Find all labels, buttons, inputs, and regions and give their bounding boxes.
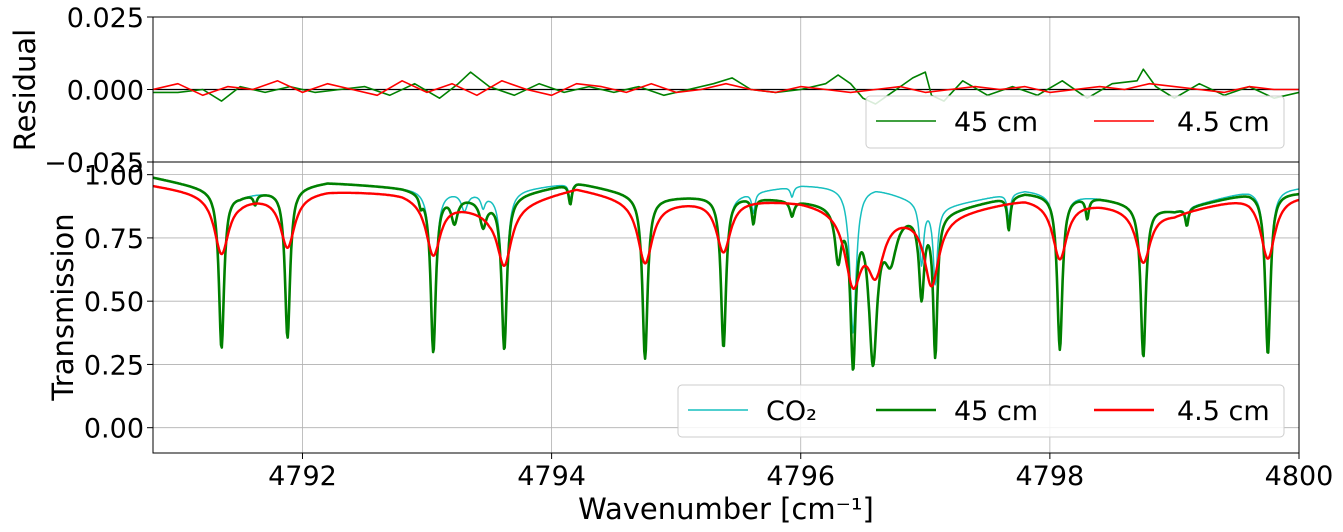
residual-y-tick-label: 0.000 xyxy=(67,76,144,107)
transmission-y-tick-label: 0.25 xyxy=(84,350,144,381)
residual-y-ticks: −0.025 0.000 0.025 xyxy=(44,3,153,179)
x-tick-label: 4796 xyxy=(766,461,835,492)
transmission-y-tick-label: 0.50 xyxy=(84,287,144,318)
residual-series-4p5cm xyxy=(153,80,1299,97)
transmission-legend: CO₂ 45 cm 4.5 cm xyxy=(677,384,1285,438)
transmission-series xyxy=(153,176,1299,371)
x-tick-label: 4798 xyxy=(1016,461,1085,492)
legend-label-45cm: 45 cm xyxy=(954,396,1038,427)
transmission-series-4p5cm xyxy=(153,184,1299,290)
transmission-x-ticks: 4792 4794 4796 4798 4800 xyxy=(268,453,1333,492)
legend-label-4p5cm: 4.5 cm xyxy=(1177,107,1270,138)
residual-y-tick-label: 0.025 xyxy=(67,3,144,34)
legend-label-4p5cm: 4.5 cm xyxy=(1177,396,1270,427)
residual-y-tick-label: −0.025 xyxy=(44,148,144,179)
residual-legend: 45 cm 4.5 cm xyxy=(865,95,1285,149)
transmission-y-tick-label: 0.75 xyxy=(84,224,144,255)
transmission-panel: 0.00 0.25 0.50 0.75 1.00 4792 4794 4796 4798 480… xyxy=(46,161,1333,526)
residual-series xyxy=(153,68,1299,105)
x-tick-label: 4794 xyxy=(517,461,586,492)
transmission-frame xyxy=(152,161,1300,454)
legend-label-45cm: 45 cm xyxy=(954,107,1038,138)
x-axis-label: Wavenumber [cm⁻¹] xyxy=(578,492,874,526)
residual-y-label: Residual xyxy=(8,29,42,151)
transmission-series-45cm xyxy=(153,176,1299,371)
residual-series-45cm xyxy=(153,68,1299,105)
transmission-y-tick-label: 1.00 xyxy=(84,161,144,192)
x-tick-label: 4800 xyxy=(1265,461,1334,492)
transmission-y-tick-label: 0.00 xyxy=(84,414,144,445)
x-tick-label: 4792 xyxy=(268,461,337,492)
transmission-y-label: Transmission xyxy=(46,213,80,401)
legend-label-co2: CO₂ xyxy=(766,396,817,427)
transmission-y-ticks: 0.00 0.25 0.50 0.75 1.00 xyxy=(84,161,153,445)
